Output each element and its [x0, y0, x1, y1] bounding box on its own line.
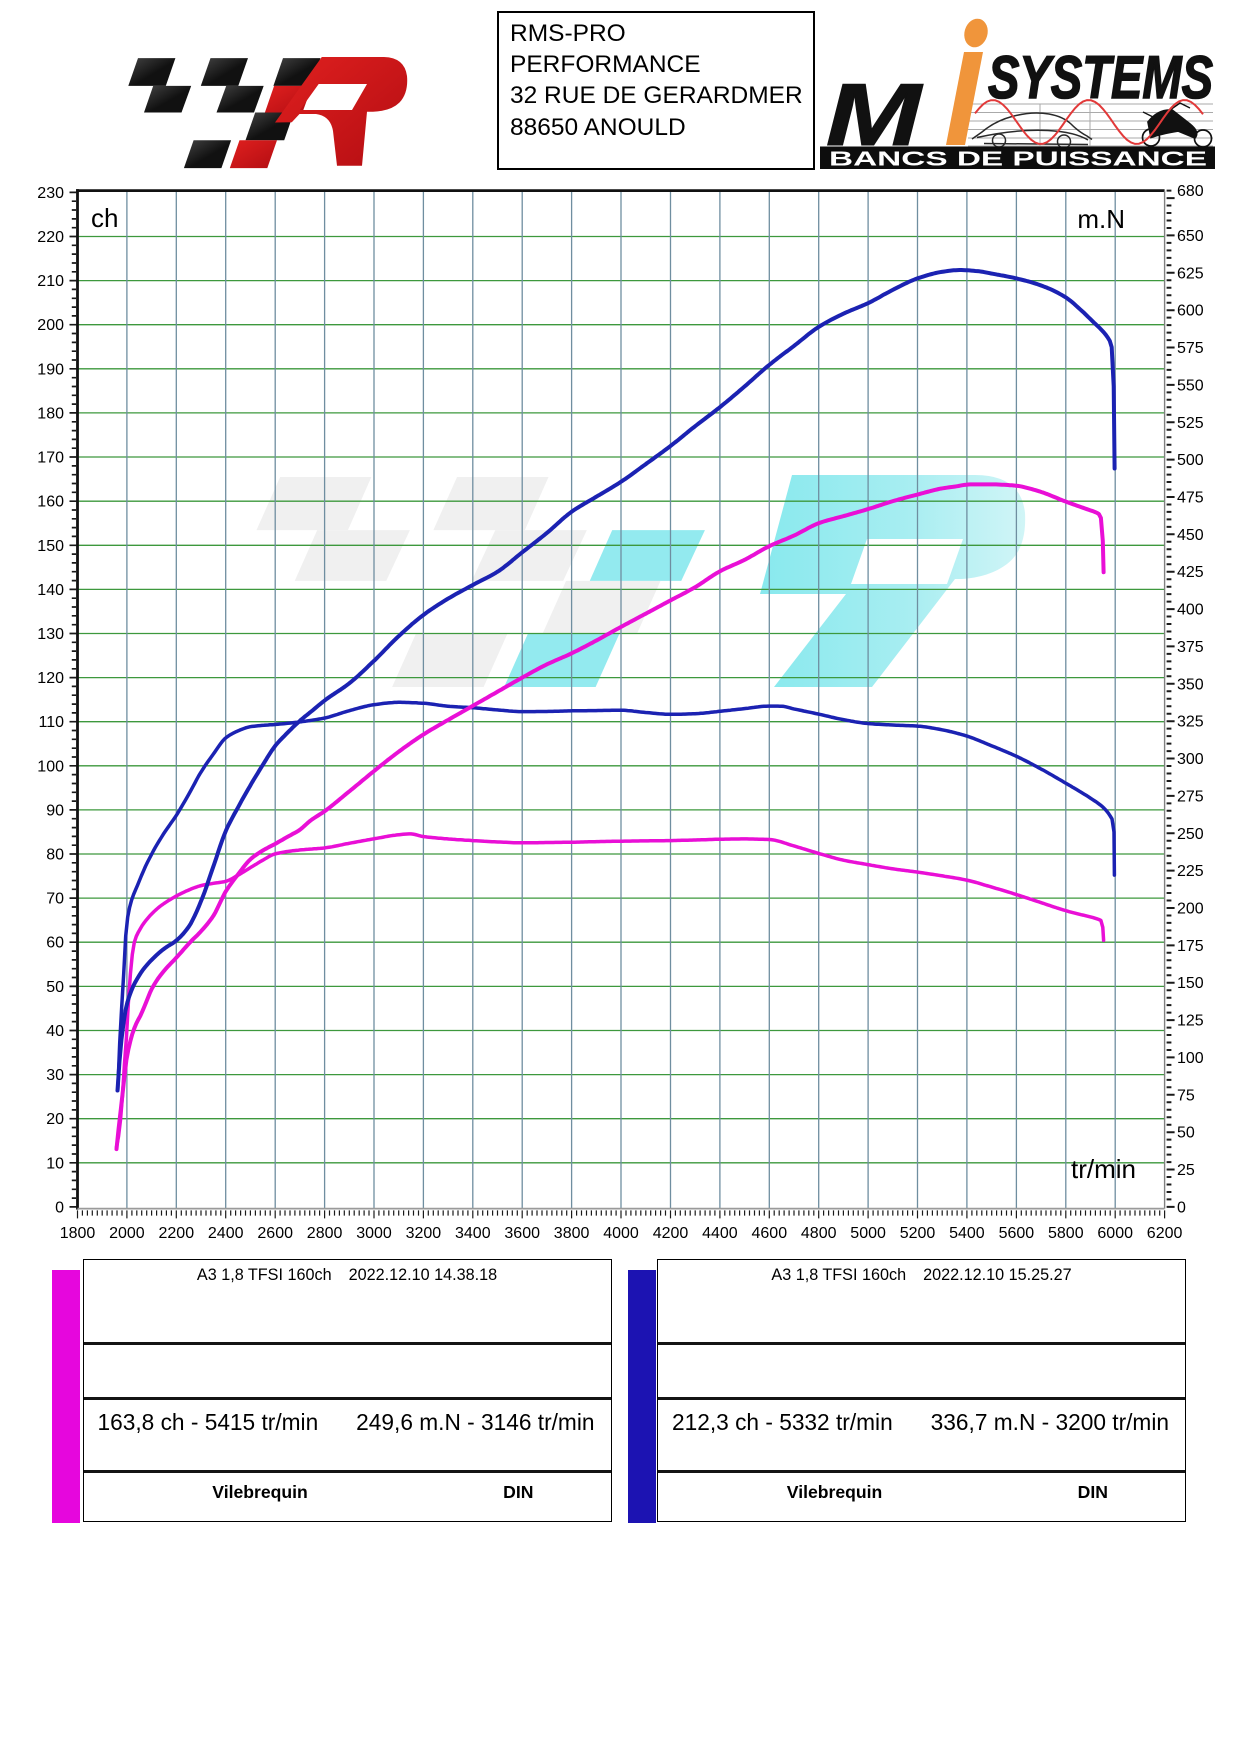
svg-text:BANCS DE PUISSANCE: BANCS DE PUISSANCE: [829, 149, 1207, 171]
svg-text:50: 50: [46, 979, 64, 996]
svg-text:230: 230: [37, 185, 64, 202]
svg-text:600: 600: [1177, 303, 1204, 320]
svg-text:5600: 5600: [999, 1225, 1035, 1242]
svg-text:80: 80: [46, 847, 64, 864]
svg-text:m.N: m.N: [1077, 204, 1125, 234]
svg-text:6200: 6200: [1147, 1225, 1183, 1242]
svg-text:475: 475: [1177, 490, 1204, 507]
svg-text:20: 20: [46, 1111, 64, 1128]
svg-text:500: 500: [1177, 452, 1204, 469]
svg-text:275: 275: [1177, 788, 1204, 805]
svg-text:190: 190: [37, 361, 64, 378]
svg-text:450: 450: [1177, 527, 1204, 544]
svg-text:25: 25: [1177, 1162, 1195, 1179]
svg-text:4800: 4800: [801, 1225, 837, 1242]
svg-text:200: 200: [37, 317, 64, 334]
svg-text:650: 650: [1177, 228, 1204, 245]
svg-text:3800: 3800: [554, 1225, 590, 1242]
svg-text:4600: 4600: [752, 1225, 788, 1242]
svg-text:30: 30: [46, 1067, 64, 1084]
svg-text:680: 680: [1177, 183, 1204, 200]
svg-text:150: 150: [1177, 975, 1204, 992]
svg-text:90: 90: [46, 802, 64, 819]
svg-text:140: 140: [37, 582, 64, 599]
svg-text:120: 120: [37, 670, 64, 687]
svg-text:3000: 3000: [356, 1225, 392, 1242]
svg-text:5000: 5000: [850, 1225, 886, 1242]
svg-text:210: 210: [37, 273, 64, 290]
svg-text:5400: 5400: [949, 1225, 985, 1242]
svg-text:575: 575: [1177, 340, 1204, 357]
svg-text:0: 0: [1177, 1199, 1186, 1216]
svg-text:180: 180: [37, 405, 64, 422]
svg-text:400: 400: [1177, 602, 1204, 619]
svg-text:170: 170: [37, 450, 64, 467]
svg-text:150: 150: [37, 538, 64, 555]
svg-text:350: 350: [1177, 676, 1204, 693]
svg-text:100: 100: [1177, 1050, 1204, 1067]
svg-text:40: 40: [46, 1023, 64, 1040]
svg-text:10: 10: [46, 1155, 64, 1172]
svg-text:4000: 4000: [603, 1225, 639, 1242]
svg-text:4400: 4400: [702, 1225, 738, 1242]
svg-text:5200: 5200: [900, 1225, 936, 1242]
svg-text:tr/min: tr/min: [1071, 1154, 1136, 1184]
svg-text:220: 220: [37, 229, 64, 246]
svg-text:130: 130: [37, 626, 64, 643]
svg-text:325: 325: [1177, 714, 1204, 731]
svg-text:2400: 2400: [208, 1225, 244, 1242]
svg-text:125: 125: [1177, 1013, 1204, 1030]
svg-text:60: 60: [46, 935, 64, 952]
svg-text:625: 625: [1177, 265, 1204, 282]
svg-text:110: 110: [38, 714, 64, 731]
svg-text:250: 250: [1177, 826, 1204, 843]
svg-text:225: 225: [1177, 863, 1204, 880]
svg-text:160: 160: [37, 494, 64, 511]
svg-text:6000: 6000: [1097, 1225, 1133, 1242]
svg-text:SYSTEMS: SYSTEMS: [988, 44, 1213, 111]
svg-text:300: 300: [1177, 751, 1204, 768]
svg-text:2600: 2600: [257, 1225, 293, 1242]
svg-text:70: 70: [46, 891, 64, 908]
svg-text:525: 525: [1177, 415, 1204, 432]
svg-text:4200: 4200: [653, 1225, 689, 1242]
svg-text:5800: 5800: [1048, 1225, 1084, 1242]
svg-text:3200: 3200: [406, 1225, 442, 1242]
svg-text:175: 175: [1177, 938, 1204, 955]
svg-text:425: 425: [1177, 564, 1204, 581]
svg-text:50: 50: [1177, 1125, 1195, 1142]
svg-text:75: 75: [1177, 1087, 1195, 1104]
svg-text:ch: ch: [91, 203, 118, 233]
svg-text:0: 0: [55, 1199, 64, 1216]
svg-text:200: 200: [1177, 901, 1204, 918]
svg-text:550: 550: [1177, 377, 1204, 394]
svg-text:3400: 3400: [455, 1225, 491, 1242]
svg-text:1800: 1800: [60, 1225, 96, 1242]
svg-text:2800: 2800: [307, 1225, 343, 1242]
svg-text:2200: 2200: [159, 1225, 195, 1242]
svg-text:100: 100: [37, 758, 64, 775]
svg-text:2000: 2000: [109, 1225, 145, 1242]
svg-text:3600: 3600: [504, 1225, 540, 1242]
svg-text:375: 375: [1177, 639, 1204, 656]
